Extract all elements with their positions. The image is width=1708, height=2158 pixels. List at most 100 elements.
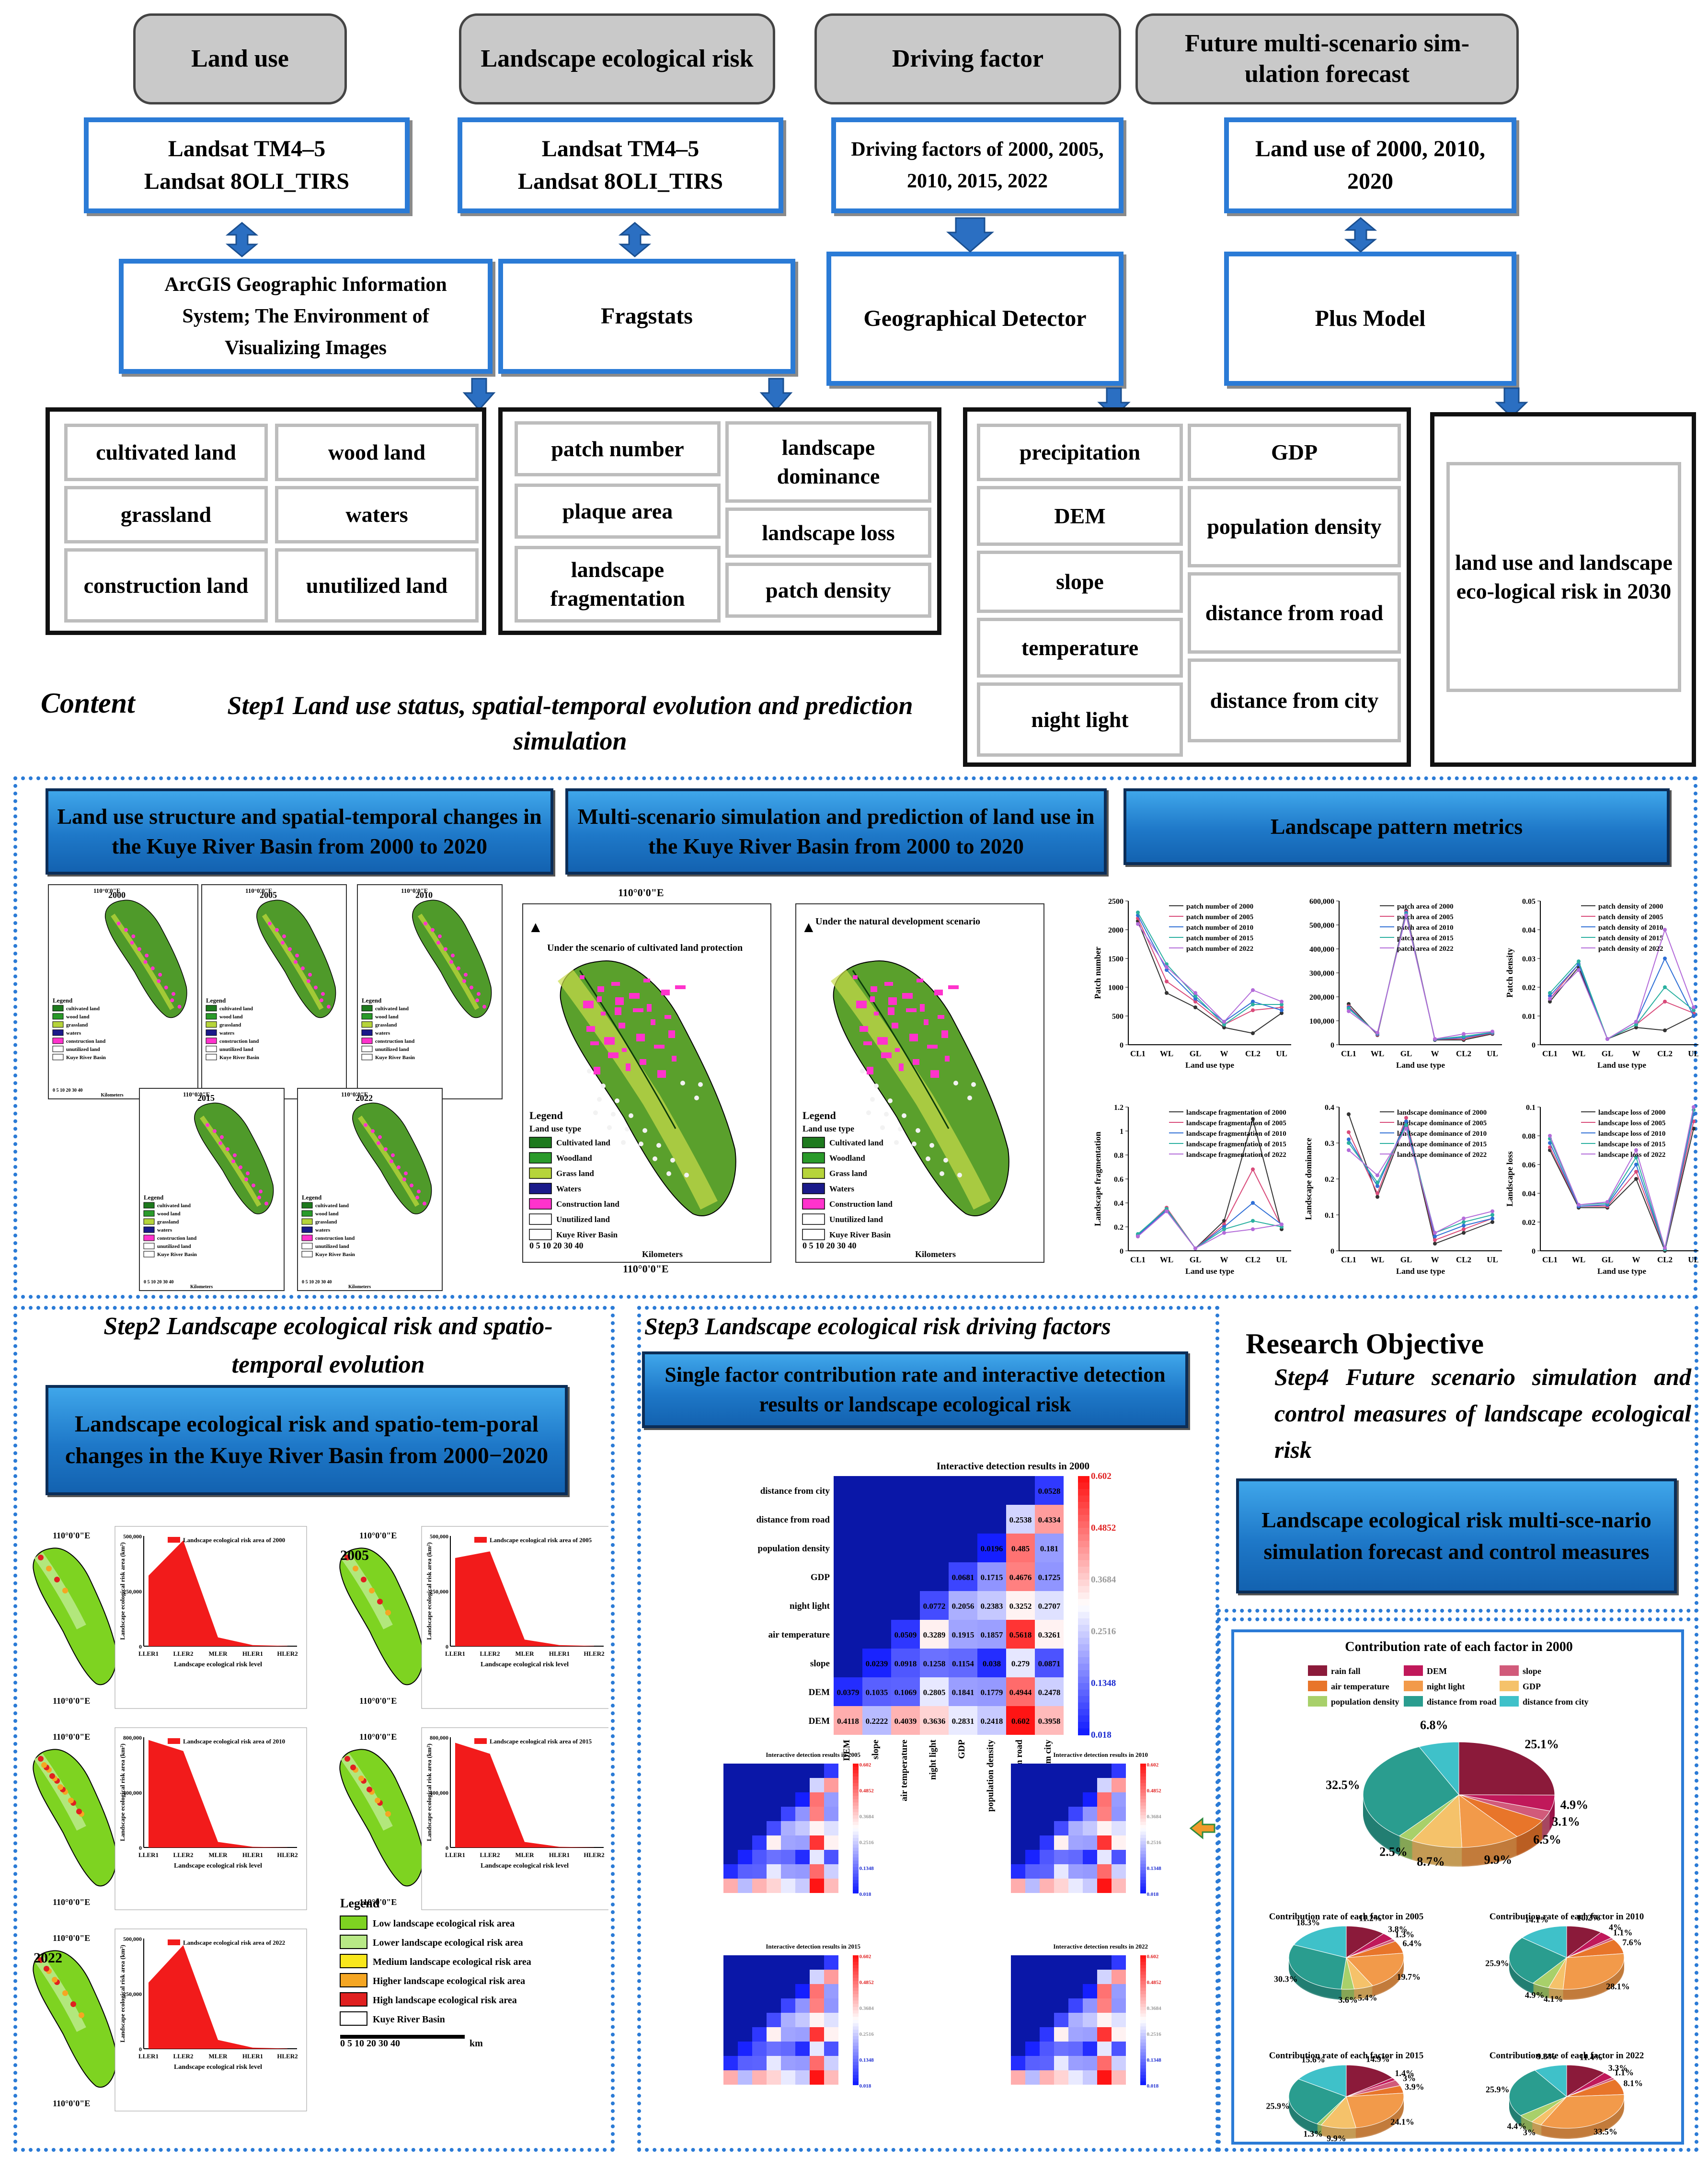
heatmap-cell bbox=[824, 1970, 838, 1984]
colorbar-step bbox=[1078, 1638, 1089, 1645]
pattern-landscape-dominance: landscape dominance bbox=[725, 421, 931, 503]
source-risk-line1: Landsat TM4–5 bbox=[541, 136, 699, 162]
heatmap-cell bbox=[1006, 1562, 1035, 1591]
construction-patch bbox=[158, 972, 162, 977]
series-point bbox=[1251, 1117, 1255, 1121]
unutilized-patch bbox=[880, 1125, 885, 1130]
scale-bar bbox=[340, 2035, 465, 2039]
heatmap-cell bbox=[1097, 1850, 1112, 1864]
heatmap-col-label: DEM bbox=[842, 1740, 852, 1761]
scenario-legend-swatch bbox=[529, 1152, 552, 1164]
content-label: Content bbox=[41, 687, 135, 719]
factor-distance-road: distance from road bbox=[1188, 572, 1401, 654]
unutilized-patch bbox=[953, 1081, 958, 1085]
legend-swatch bbox=[301, 1218, 313, 1225]
construction-patch bbox=[856, 1001, 867, 1008]
colorbar-step bbox=[853, 2036, 859, 2040]
colorbar-step bbox=[1078, 1580, 1089, 1587]
risk-legend: Legend Low landscape ecological risk area… bbox=[340, 1896, 531, 2049]
flow-arrows bbox=[225, 217, 1528, 418]
series-point bbox=[1490, 1220, 1494, 1224]
construction-patch bbox=[877, 1037, 888, 1045]
heatmap-value: 0.3289 bbox=[923, 1630, 946, 1639]
double-arrow-2 bbox=[618, 222, 652, 257]
x-tick-label: GL bbox=[1602, 1255, 1614, 1264]
series-point bbox=[1222, 1020, 1226, 1024]
pie-slice-label: 2.5% bbox=[1379, 1845, 1408, 1858]
colorbar-step bbox=[1140, 2055, 1146, 2059]
construction-patch bbox=[457, 966, 460, 970]
heatmap-row-label: distance from road bbox=[757, 1515, 830, 1525]
colorbar-step bbox=[1140, 1962, 1146, 1966]
scenario-legend-swatch bbox=[802, 1137, 825, 1148]
x-tick-label: GL bbox=[1190, 1255, 1202, 1264]
heatmap-cell bbox=[795, 1807, 810, 1821]
risk-basin-group bbox=[339, 1547, 424, 1685]
construction-patch bbox=[629, 993, 640, 999]
construction-patch bbox=[464, 972, 468, 977]
series-point bbox=[1433, 1238, 1437, 1242]
heatmap-value: 0.4944 bbox=[1009, 1688, 1032, 1697]
heatmap-value: 0.1715 bbox=[981, 1573, 1003, 1582]
x-tick-label: HLER2 bbox=[277, 2053, 298, 2060]
x-tick-label: WL bbox=[1572, 1049, 1585, 1058]
pie-slice bbox=[1458, 1742, 1555, 1796]
series-line bbox=[1137, 1208, 1282, 1249]
high-risk-patch bbox=[350, 1765, 356, 1770]
scenario-legend-title: Legend bbox=[802, 1109, 836, 1121]
construction-patch bbox=[651, 1019, 655, 1025]
risk-legend-item: High landscape ecological risk area bbox=[373, 1995, 517, 2006]
down-arrow-6 bbox=[759, 378, 793, 411]
construction-patch bbox=[590, 1041, 599, 1045]
land-type-unutilized: unutilized land bbox=[275, 548, 479, 623]
construction-patch bbox=[924, 1019, 929, 1025]
scenario-legend-subtitle: Land use type bbox=[802, 1124, 854, 1133]
colorbar-label: 0.018 bbox=[1147, 1892, 1159, 1897]
y-tick-label: 0.1 bbox=[1526, 1104, 1536, 1112]
y-tick-label: 0.1 bbox=[1325, 1212, 1334, 1220]
colorbar-step bbox=[1140, 2049, 1146, 2053]
series-point bbox=[1280, 1011, 1284, 1015]
colorbar-step bbox=[1140, 2004, 1146, 2008]
heatmap-cell bbox=[1068, 1807, 1083, 1821]
colorbar-step bbox=[1140, 1815, 1146, 1819]
y-tick-label: 0.03 bbox=[1522, 955, 1536, 963]
legend-label: landscape fragmentation of 2015 bbox=[1186, 1141, 1286, 1148]
construction-patch bbox=[672, 1056, 676, 1062]
colorbar-step bbox=[853, 1860, 859, 1865]
heatmap-cell bbox=[767, 2027, 781, 2042]
tool-geographical-detector: Geographical Detector bbox=[826, 252, 1123, 386]
high-risk-patch bbox=[358, 1776, 364, 1781]
heatmap-cell bbox=[1097, 1864, 1112, 1879]
y-tick-label: 400,000 bbox=[430, 1789, 448, 1796]
heatmap-cell bbox=[949, 1591, 977, 1620]
construction-patch bbox=[130, 941, 134, 945]
heatmap-cell bbox=[810, 2027, 824, 2042]
heatmap-cell bbox=[781, 1864, 795, 1879]
construction-patch bbox=[404, 1171, 408, 1176]
scenario-basin-1 bbox=[830, 960, 1009, 1216]
heatmap-cell bbox=[1083, 1792, 1097, 1807]
high-risk-patch bbox=[385, 1610, 391, 1616]
y-tick-label: 1 bbox=[1120, 1128, 1123, 1136]
colorbar-step bbox=[1140, 2013, 1146, 2018]
x-tick-label: MLER bbox=[516, 1851, 535, 1858]
heatmap-cell bbox=[1035, 1649, 1064, 1677]
scenario-legend-item: Cultivated land bbox=[556, 1138, 610, 1147]
series-line bbox=[1549, 1128, 1694, 1253]
unutilized-patch bbox=[902, 1113, 906, 1118]
risk-area bbox=[455, 1743, 594, 1847]
heatmap-value: 0.602 bbox=[1011, 1717, 1030, 1726]
colorbar-step bbox=[1140, 1968, 1146, 1972]
pie-slice bbox=[1345, 1952, 1404, 1986]
series-point bbox=[1663, 1028, 1667, 1032]
x-tick-label: HLER2 bbox=[277, 1851, 298, 1858]
series-line bbox=[1137, 923, 1282, 1023]
scenario-legend-item: Grass land bbox=[556, 1169, 594, 1178]
down-arrow-3 bbox=[946, 217, 995, 253]
pie-slice-label: 11.4% bbox=[1580, 2053, 1603, 2062]
series-point bbox=[1433, 1235, 1437, 1238]
y-axis-label: Patch density bbox=[1505, 948, 1514, 998]
unutilized-patch bbox=[607, 1125, 612, 1130]
